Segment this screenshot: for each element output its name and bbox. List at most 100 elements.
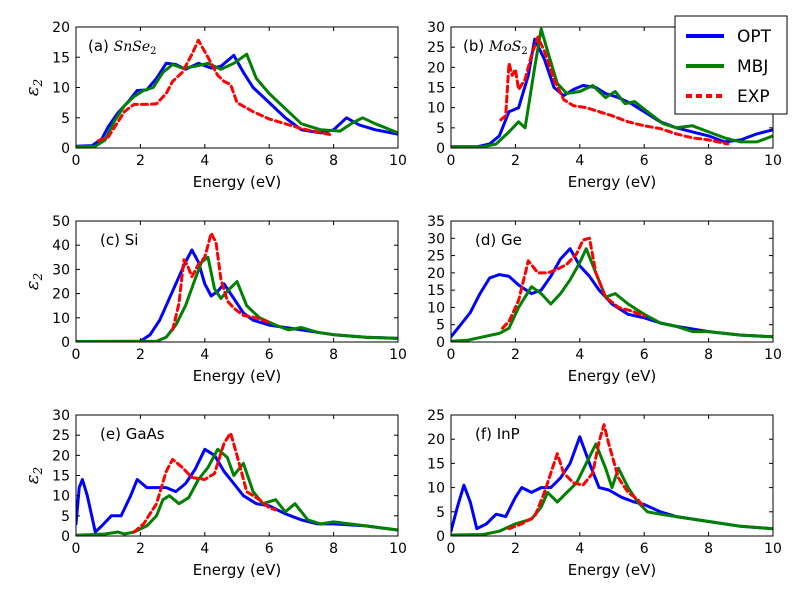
x-tick-label: 2 xyxy=(136,541,145,557)
panel-label: (c) Si xyxy=(100,231,138,249)
y-tick-label: 30 xyxy=(52,262,70,278)
series-mbj-line xyxy=(451,442,773,536)
legend-label-opt: OPT xyxy=(737,27,772,47)
x-axis-label: Energy (eV) xyxy=(568,367,656,385)
y-tick-label: 0 xyxy=(61,529,70,545)
y-tick-label: 0 xyxy=(436,141,445,157)
series-exp-line xyxy=(97,38,336,143)
y-tick-label: 30 xyxy=(52,408,70,424)
plot-frame xyxy=(450,414,774,537)
y-tick-label: 25 xyxy=(427,40,445,56)
x-tick-label: 0 xyxy=(72,153,81,169)
panel-2: 0 2 4 6 8 10 0 10 20 30 40 50 Energy (eV) ε2 (c) Si xyxy=(22,214,407,385)
y-tick-label: 0 xyxy=(61,141,70,157)
x-tick-label: 6 xyxy=(265,541,274,557)
y-tick-label: 5 xyxy=(61,509,70,525)
x-tick-label: 6 xyxy=(640,347,649,363)
y-tick-label: 20 xyxy=(52,287,70,303)
y-tick-label: 35 xyxy=(427,214,445,230)
y-tick-label: 0 xyxy=(61,335,70,351)
panel-label: (a) SnSe2 xyxy=(88,37,157,57)
y-tick-label: 5 xyxy=(436,121,445,137)
series-mbj-line xyxy=(451,247,773,342)
x-tick-label: 0 xyxy=(447,541,456,557)
x-tick-label: 8 xyxy=(704,541,713,557)
y-tick-label: 15 xyxy=(427,283,445,299)
x-tick-label: 8 xyxy=(329,153,338,169)
series-exp-line xyxy=(501,236,646,330)
x-tick-label: 0 xyxy=(72,541,81,557)
x-tick-label: 0 xyxy=(447,153,456,169)
x-tick-label: 10 xyxy=(764,541,782,557)
x-tick-label: 4 xyxy=(575,153,584,169)
panel-label: (b) MoS2 xyxy=(463,37,528,57)
x-tick-label: 6 xyxy=(265,347,274,363)
x-axis-label: Energy (eV) xyxy=(193,367,281,385)
x-tick-label: 2 xyxy=(511,153,520,169)
x-axis-label: Energy (eV) xyxy=(568,173,656,191)
x-axis-label: Energy (eV) xyxy=(193,561,281,579)
series-exp-line xyxy=(507,423,646,531)
x-tick-label: 2 xyxy=(511,347,520,363)
x-tick-label: 8 xyxy=(704,347,713,363)
y-tick-label: 0 xyxy=(436,335,445,351)
panel-label: (e) GaAs xyxy=(100,425,165,443)
series-mbj-line xyxy=(451,27,773,148)
x-tick-label: 2 xyxy=(136,153,145,169)
y-tick-label: 5 xyxy=(436,505,445,521)
y-tick-label: 10 xyxy=(427,300,445,316)
series-opt-line xyxy=(76,248,398,342)
x-tick-label: 8 xyxy=(329,347,338,363)
y-tick-label: 40 xyxy=(52,238,70,254)
series-exp-line xyxy=(132,431,278,534)
y-tick-label: 20 xyxy=(427,266,445,282)
x-tick-label: 0 xyxy=(72,347,81,363)
y-tick-label: 20 xyxy=(52,20,70,36)
y-tick-label: 10 xyxy=(427,481,445,497)
x-tick-label: 10 xyxy=(389,541,407,557)
series-exp-line xyxy=(499,35,730,146)
x-tick-label: 4 xyxy=(575,347,584,363)
series-mbj-line xyxy=(76,255,398,342)
x-tick-label: 10 xyxy=(389,153,407,169)
y-tick-label: 15 xyxy=(427,456,445,472)
x-tick-label: 4 xyxy=(200,153,209,169)
y-tick-label: 30 xyxy=(427,20,445,36)
y-tick-label: 15 xyxy=(52,469,70,485)
y-tick-label: 25 xyxy=(52,428,70,444)
y-tick-label: 15 xyxy=(52,50,70,66)
plot-frame xyxy=(450,220,774,343)
y-axis-label: ε2 xyxy=(22,273,45,290)
y-tick-label: 5 xyxy=(436,318,445,334)
panel-5: 0 2 4 6 8 10 0 5 10 15 20 25 Energy (eV) (f) InP xyxy=(427,408,782,579)
y-tick-label: 25 xyxy=(427,249,445,265)
x-tick-label: 2 xyxy=(511,541,520,557)
y-tick-label: 10 xyxy=(427,101,445,117)
x-tick-label: 10 xyxy=(389,347,407,363)
x-axis-label: Energy (eV) xyxy=(568,561,656,579)
x-tick-label: 8 xyxy=(704,153,713,169)
y-axis-label: ε2 xyxy=(22,467,45,484)
y-axis-label: ε2 xyxy=(22,79,45,96)
y-tick-label: 20 xyxy=(427,432,445,448)
legend: OPT MBJ EXP xyxy=(674,15,788,115)
panel-label: (f) InP xyxy=(475,425,520,443)
x-tick-label: 4 xyxy=(200,541,209,557)
y-tick-label: 10 xyxy=(52,81,70,97)
series-opt-line xyxy=(451,247,773,339)
series-opt-line xyxy=(451,435,773,533)
x-tick-label: 8 xyxy=(329,541,338,557)
y-tick-label: 20 xyxy=(427,60,445,76)
y-tick-label: 10 xyxy=(52,311,70,327)
series-opt-line xyxy=(76,447,398,534)
x-tick-label: 6 xyxy=(265,153,274,169)
x-tick-label: 10 xyxy=(764,347,782,363)
x-axis-label: Energy (eV) xyxy=(193,173,281,191)
x-tick-label: 4 xyxy=(200,347,209,363)
y-tick-label: 5 xyxy=(61,111,70,127)
series-exp-line xyxy=(171,231,271,332)
panel-label: (d) Ge xyxy=(475,231,522,249)
